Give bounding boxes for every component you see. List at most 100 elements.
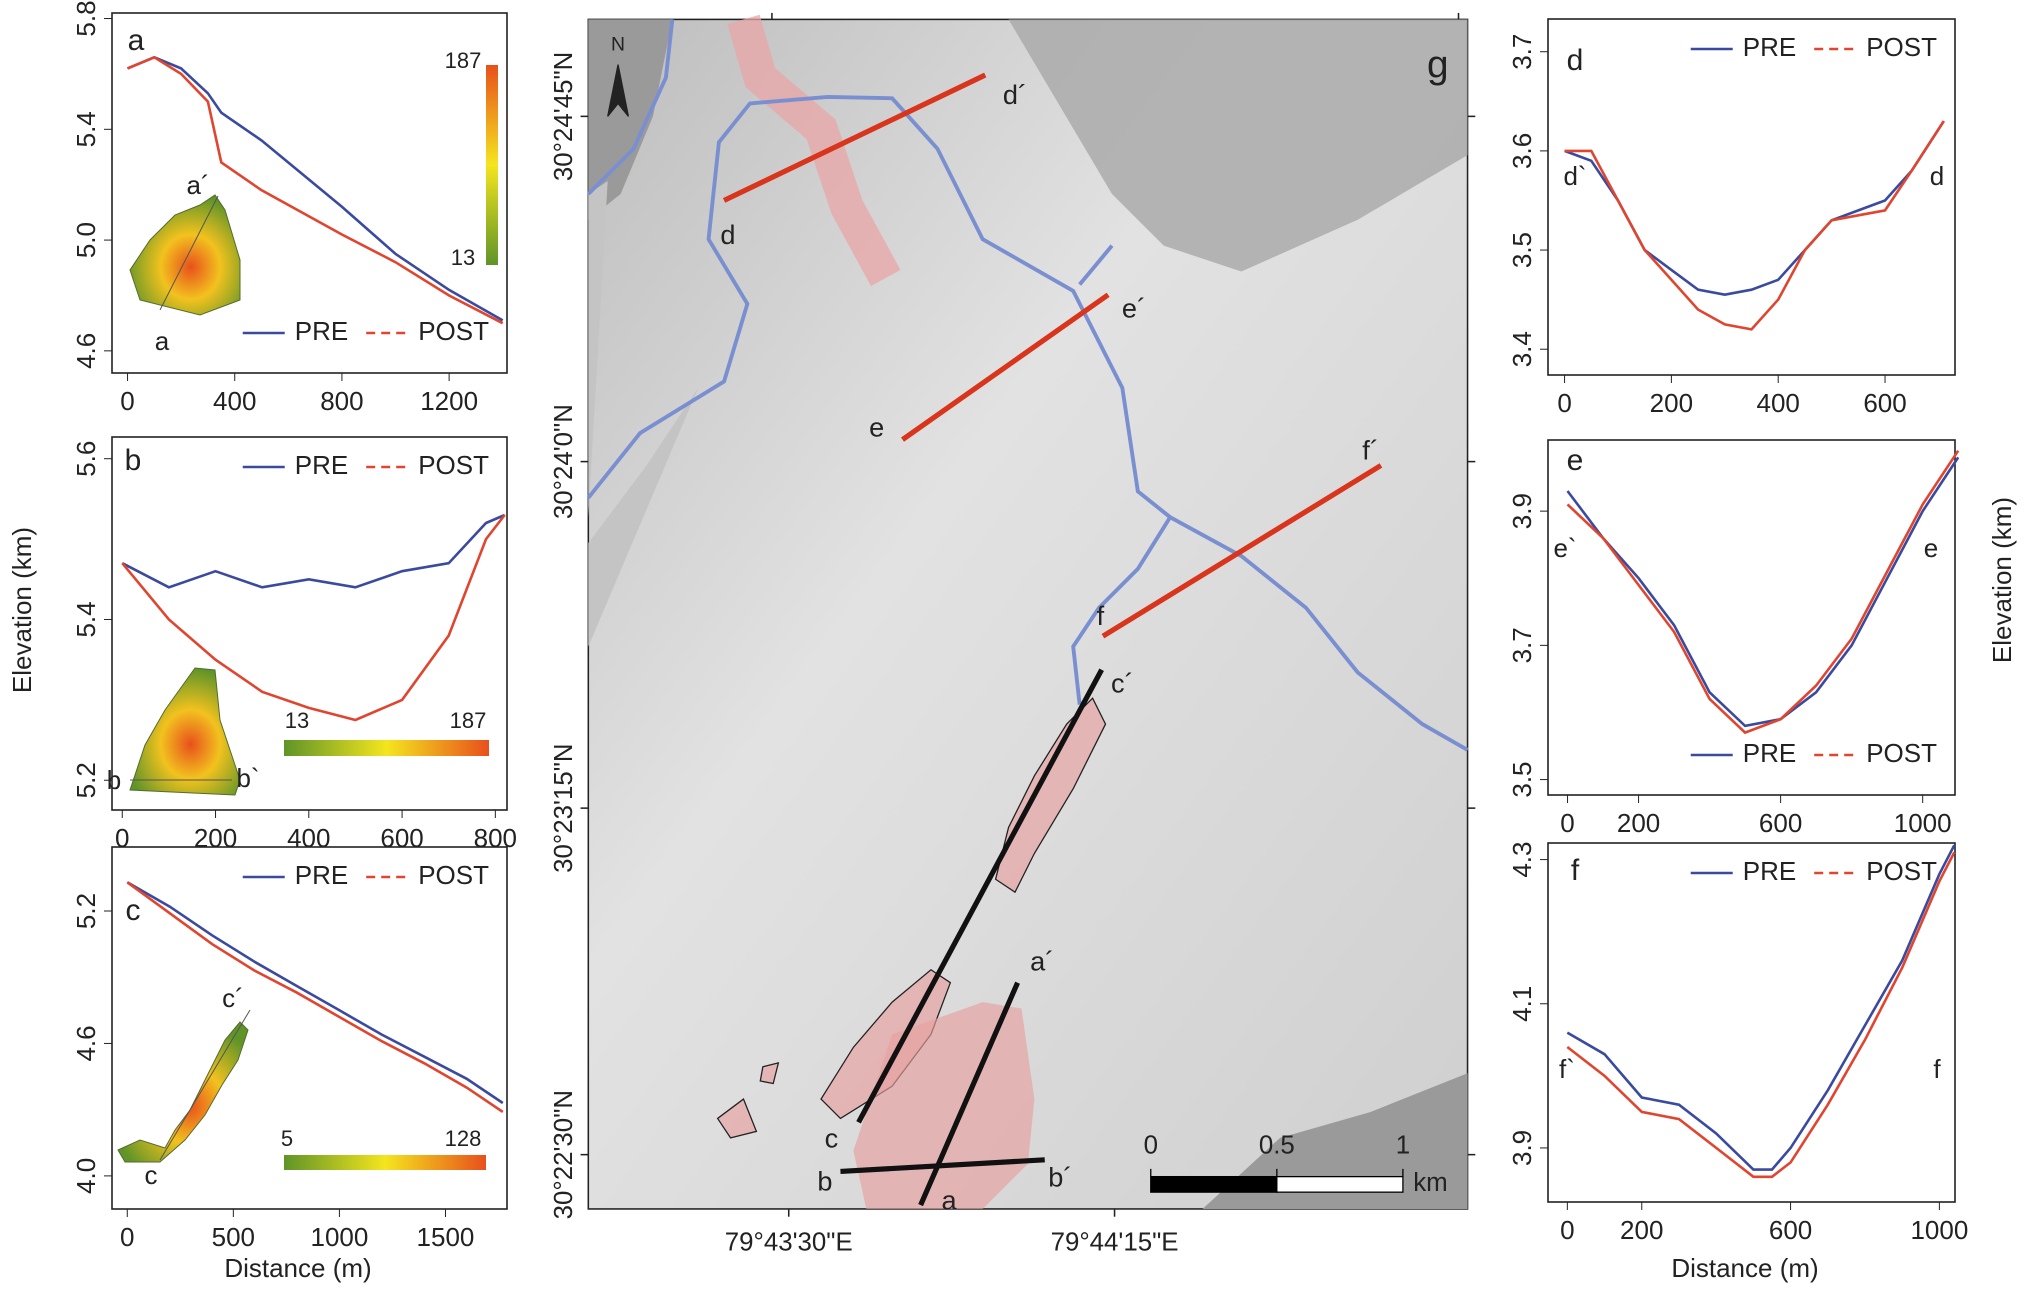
y-tick-label: 5.4 [71, 601, 101, 637]
y-tick-label: 5.8 [71, 0, 101, 36]
profile-label: e´ [1122, 292, 1146, 323]
x-tick-label: 200 [1617, 808, 1660, 838]
colorbar [284, 740, 489, 756]
colorbar-label: 187 [445, 48, 482, 73]
profile-label: d´ [1003, 79, 1027, 110]
panel-label: f [1571, 854, 1580, 887]
panel-label: a [128, 24, 145, 57]
x-tick-label: 600 [1769, 1215, 1812, 1245]
profile-label: c [825, 1123, 839, 1154]
latitude-label: 30°23'15"N [550, 743, 578, 872]
y-tick-label: 3.9 [1507, 493, 1537, 529]
plot-frame [1548, 843, 1955, 1202]
profile-end-label: d [1930, 161, 1944, 191]
y-axis-title: Elevation (km) [1987, 497, 2017, 663]
scale-bar-segment [1151, 1177, 1277, 1193]
y-tick-label: 4.3 [1507, 842, 1537, 878]
panel-label: c [126, 894, 141, 927]
y-tick-label: 5.6 [71, 441, 101, 477]
x-tick-label: 400 [213, 386, 256, 416]
colorbar [284, 1155, 486, 1170]
y-tick-label: 5.0 [71, 222, 101, 258]
longitude-label: 79°44'15"E [1051, 1229, 1179, 1257]
profile-end-label: c´ [222, 983, 244, 1013]
figure: 040080012004.65.05.45.818713aa´aPREPOST0… [0, 0, 2028, 1293]
profile-label: b [817, 1165, 832, 1196]
legend-label: PRE [1743, 32, 1796, 62]
profile-label: b´ [1048, 1161, 1072, 1192]
scale-bar-label: 0.5 [1259, 1132, 1295, 1160]
panel-label: e [1567, 444, 1584, 477]
y-tick-label: 3.7 [1507, 627, 1537, 663]
x-tick-label: 200 [1620, 1215, 1663, 1245]
legend-label: POST [418, 450, 489, 480]
scale-bar-segment [1277, 1177, 1403, 1193]
x-tick-label: 0 [1560, 808, 1574, 838]
scale-bar-unit: km [1413, 1169, 1447, 1197]
y-axis-title: Elevation (km) [7, 527, 37, 693]
panel-label: g [1427, 43, 1449, 86]
profile-end-label: f [1933, 1054, 1941, 1084]
profile-end-label: f` [1559, 1054, 1575, 1084]
profile-end-label: a´ [186, 170, 209, 200]
longitude-label: 79°43'30"E [725, 1229, 853, 1257]
scale-bar-label: 1 [1396, 1132, 1410, 1160]
profile-end-label: a [155, 326, 170, 356]
x-tick-label: 1200 [420, 386, 478, 416]
x-tick-label: 0 [1560, 1215, 1574, 1245]
latitude-label: 30°24'45"N [550, 52, 578, 181]
profile-label: f´ [1362, 435, 1379, 466]
panel-label: d [1567, 44, 1584, 77]
legend-label: POST [418, 860, 489, 890]
x-tick-label: 1000 [310, 1222, 368, 1252]
colorbar [486, 65, 498, 265]
legend-label: POST [1866, 738, 1937, 768]
scale-bar-label: 0 [1144, 1132, 1158, 1160]
y-tick-label: 3.7 [1507, 34, 1537, 70]
x-tick-label: 600 [1863, 388, 1906, 418]
y-tick-label: 4.6 [71, 333, 101, 369]
x-tick-label: 0 [1557, 388, 1571, 418]
x-tick-label: 800 [320, 386, 363, 416]
x-tick-label: 200 [1650, 388, 1693, 418]
legend-label: PRE [1743, 738, 1796, 768]
profile-label: c´ [1111, 667, 1134, 698]
panel-label: b [125, 444, 142, 477]
y-tick-label: 3.5 [1507, 761, 1537, 797]
legend-label: POST [418, 316, 489, 346]
legend-label: PRE [295, 316, 348, 346]
profile-label: e [869, 411, 884, 442]
x-tick-label: 1000 [1894, 808, 1952, 838]
y-tick-label: 3.9 [1507, 1130, 1537, 1166]
colorbar-label: 128 [445, 1126, 482, 1151]
x-tick-label: 1000 [1910, 1215, 1968, 1245]
profile-panel: 020060010003.53.73.9ee`ePREPOST [1507, 440, 1958, 838]
map-panel: gN30°24'45"N30°24'0"N30°23'15"N30°22'30"… [550, 13, 1475, 1257]
y-tick-label: 5.2 [71, 893, 101, 929]
colorbar-label: 13 [451, 245, 475, 270]
profile-end-label: c [145, 1160, 158, 1190]
legend-label: POST [1866, 32, 1937, 62]
plot-frame [112, 847, 507, 1209]
profile-label: a´ [1030, 945, 1054, 976]
profile-end-label: e [1924, 533, 1938, 563]
x-tick-label: 1500 [417, 1222, 475, 1252]
profile-label: d [720, 219, 735, 250]
legend-label: PRE [295, 450, 348, 480]
y-tick-label: 5.2 [71, 762, 101, 798]
profile-end-label: b` [236, 763, 259, 793]
profile-end-label: b [107, 765, 121, 795]
colorbar-label: 5 [281, 1126, 293, 1151]
latitude-label: 30°22'30"N [550, 1090, 578, 1219]
profile-end-label: e` [1553, 533, 1576, 563]
y-tick-label: 4.0 [71, 1158, 101, 1194]
y-tick-label: 5.4 [71, 111, 101, 147]
y-tick-label: 3.4 [1507, 331, 1537, 367]
y-tick-label: 3.6 [1507, 133, 1537, 169]
x-tick-label: 0 [120, 1222, 134, 1252]
